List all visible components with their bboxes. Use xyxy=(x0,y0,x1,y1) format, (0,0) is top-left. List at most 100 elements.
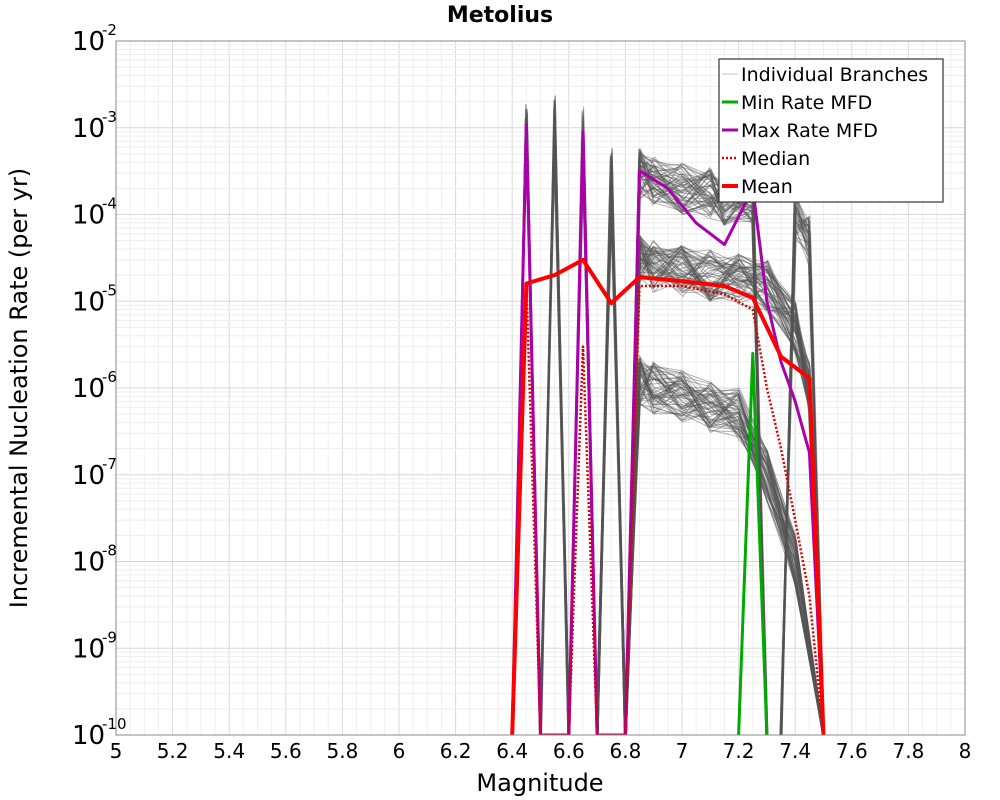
branch-line xyxy=(779,194,824,735)
y-tick-exponent: -4 xyxy=(102,195,117,213)
branch-line xyxy=(624,158,768,735)
branch-line xyxy=(596,194,626,735)
legend-label: Individual Branches xyxy=(741,64,928,86)
branch-line xyxy=(624,248,825,735)
branch-line xyxy=(625,157,769,735)
branch-line xyxy=(780,216,825,735)
branch-line xyxy=(540,108,570,735)
branch-line xyxy=(781,220,824,735)
branch-line xyxy=(780,189,825,735)
branch-line xyxy=(625,162,769,735)
branch-line xyxy=(540,124,570,735)
branch-line xyxy=(625,163,768,735)
branch-line xyxy=(597,184,627,735)
branch-line xyxy=(597,192,627,735)
branch-line xyxy=(540,98,570,735)
branch-line xyxy=(624,355,824,735)
branch-line xyxy=(595,187,626,735)
x-tick-label: 7.6 xyxy=(836,739,868,763)
branch-line xyxy=(540,95,570,735)
branch-line xyxy=(625,388,826,735)
x-tick-label: 5.6 xyxy=(270,739,302,763)
branch-line xyxy=(625,175,769,735)
branch-line xyxy=(781,204,824,735)
branch-line xyxy=(624,240,826,735)
branch-line xyxy=(540,105,569,735)
branch-line xyxy=(624,365,825,735)
branch-line xyxy=(597,160,626,735)
branch-line xyxy=(624,365,826,735)
branch-line xyxy=(624,163,768,735)
branch-line xyxy=(597,167,627,735)
branch-line xyxy=(624,246,824,735)
branch-line xyxy=(624,357,825,735)
branch-line xyxy=(623,246,824,735)
branch-line xyxy=(624,387,825,735)
branch-line xyxy=(623,248,825,735)
branch-line xyxy=(624,240,823,735)
branch-line xyxy=(625,370,825,735)
branch-line xyxy=(595,163,627,735)
branch-line xyxy=(540,135,569,735)
branch-line xyxy=(780,204,824,735)
branch-line xyxy=(625,261,825,735)
x-tick-label: 5.4 xyxy=(213,739,245,763)
branch-line xyxy=(625,150,767,735)
branch-line xyxy=(625,171,767,735)
branch-line xyxy=(625,148,767,735)
branch-line xyxy=(597,154,627,735)
branch-line xyxy=(624,169,768,735)
y-tick-base: 10 xyxy=(72,634,105,664)
y-tick-exponent: -7 xyxy=(102,455,117,473)
series-line-min-rate-mfd xyxy=(737,352,769,735)
branch-line xyxy=(625,374,823,735)
branch-line xyxy=(625,246,824,735)
branch-line xyxy=(597,164,626,735)
y-tick-base: 10 xyxy=(72,114,105,144)
branch-line xyxy=(781,210,825,735)
branch-line xyxy=(623,360,825,735)
branch-line xyxy=(624,367,825,735)
branch-line xyxy=(595,191,627,735)
branch-line xyxy=(625,366,824,735)
branch-line xyxy=(596,155,626,735)
branch-line xyxy=(625,263,825,735)
branch-line xyxy=(623,365,823,735)
branch-line xyxy=(625,240,826,735)
branch-line xyxy=(625,236,824,735)
branch-line xyxy=(540,125,569,735)
branch-line xyxy=(596,192,627,735)
branch-line xyxy=(625,262,824,735)
branch-line xyxy=(539,127,570,735)
branch-line xyxy=(540,109,569,735)
branch-line xyxy=(625,257,824,735)
branch-line xyxy=(540,136,570,735)
branch-line xyxy=(624,362,824,735)
branch-line xyxy=(540,113,569,735)
branch-line xyxy=(625,372,826,735)
y-tick-exponent: -10 xyxy=(102,715,127,733)
branch-line xyxy=(625,163,767,735)
branch-line xyxy=(540,145,570,735)
branch-line xyxy=(597,177,627,735)
branch-line xyxy=(625,373,824,735)
branch-line xyxy=(625,238,823,735)
branch-line xyxy=(624,154,767,735)
branch-line xyxy=(624,356,824,735)
branch-line xyxy=(624,241,824,735)
branch-line xyxy=(624,240,825,735)
branch-line xyxy=(595,171,626,735)
branch-line xyxy=(624,379,824,735)
branch-line xyxy=(624,245,823,735)
branch-line xyxy=(539,99,569,735)
branch-line xyxy=(540,111,569,735)
branch-line xyxy=(623,245,824,735)
y-tick-exponent: -8 xyxy=(102,542,117,560)
branch-line xyxy=(779,223,825,735)
x-tick-label: 8 xyxy=(959,739,972,763)
legend-item: Max Rate MFD xyxy=(722,120,878,142)
branch-line xyxy=(626,362,825,735)
branch-line xyxy=(625,396,826,735)
branch-line xyxy=(597,160,627,735)
branch-line xyxy=(596,178,626,735)
